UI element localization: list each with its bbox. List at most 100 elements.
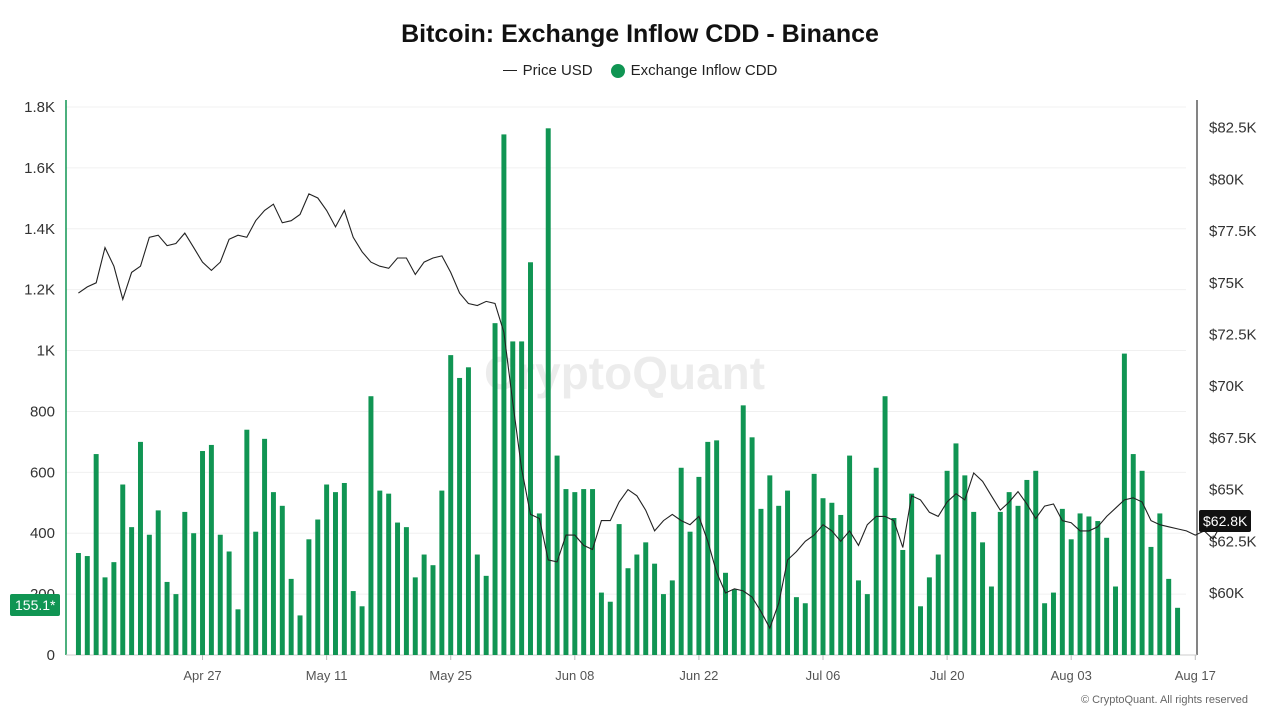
cdd-bar — [120, 484, 126, 655]
cdd-bar — [740, 405, 746, 655]
cdd-bar — [900, 549, 906, 655]
cdd-bar — [226, 551, 232, 655]
cdd-bar — [75, 553, 81, 655]
cdd-bar — [93, 454, 99, 655]
cdd-bar — [519, 341, 525, 655]
cdd-bar — [1130, 454, 1136, 655]
cdd-bar — [111, 562, 117, 655]
cdd-bar — [944, 470, 950, 655]
cdd-bar — [386, 493, 392, 655]
cdd-bar — [1006, 492, 1012, 655]
y-left-tick-label: 1.4K — [24, 221, 55, 238]
cdd-bar — [705, 441, 711, 655]
cdd-bar — [492, 323, 498, 655]
cdd-bar — [306, 539, 312, 655]
cdd-bar — [235, 609, 241, 655]
cdd-bar — [430, 565, 436, 655]
cdd-bar — [616, 524, 622, 655]
y-right-tick-label: $70K — [1209, 378, 1244, 395]
cdd-bar — [536, 513, 542, 655]
cdd-bar — [687, 531, 693, 655]
chart-title: Bitcoin: Exchange Inflow CDD - Binance — [401, 20, 879, 48]
cdd-bar — [359, 606, 365, 655]
x-tick-label: May 25 — [429, 668, 472, 683]
cdd-bar — [838, 514, 844, 655]
line-swatch-icon — [502, 70, 517, 71]
x-tick-label: Aug 17 — [1175, 668, 1216, 683]
cdd-bar — [820, 498, 826, 655]
cdd-bar — [678, 467, 684, 655]
cdd-bar — [350, 591, 356, 655]
cdd-bar — [1050, 592, 1056, 655]
y-right-tick-label: $60K — [1209, 585, 1244, 602]
copyright-footer: © CryptoQuant. All rights reserved — [1080, 694, 1248, 706]
cdd-bar — [581, 489, 587, 655]
cdd-bar — [767, 475, 773, 655]
legend-label-cdd: Exchange Inflow CDD — [630, 62, 778, 79]
cdd-bar — [962, 475, 968, 655]
cdd-bar — [598, 592, 604, 655]
cdd-bar — [324, 484, 330, 655]
cdd-bar — [474, 554, 480, 655]
y-left-tick-label: 0 — [47, 647, 55, 664]
cdd-bar — [457, 377, 463, 655]
y-right-tick-label: $67.5K — [1209, 430, 1257, 447]
cdd-bar — [971, 511, 977, 655]
y-right-tick-label: $65K — [1209, 482, 1244, 499]
x-tick-label: May 11 — [306, 668, 348, 683]
legend-label-price: Price USD — [522, 62, 593, 79]
dot-swatch-icon — [610, 63, 625, 78]
cdd-bar — [155, 510, 161, 655]
y-left-tick-label: 1.2K — [24, 282, 55, 299]
legend-item-price[interactable]: Price USD — [502, 62, 593, 79]
cdd-bar — [279, 505, 285, 655]
cdd-bar — [483, 575, 489, 655]
cdd-bar — [988, 586, 994, 655]
cdd-bar — [891, 518, 897, 655]
cdd-bar — [731, 589, 737, 655]
cdd-bar — [1095, 521, 1101, 655]
y-left-tick-label: 600 — [30, 464, 55, 481]
y-right-tick-label: $75K — [1209, 275, 1244, 292]
cdd-bar — [572, 492, 578, 655]
cdd-bar — [439, 490, 445, 655]
cdd-bar — [554, 455, 560, 655]
cdd-bar — [545, 128, 551, 656]
cdd-bar — [333, 492, 338, 655]
y-left-tick-label: 1.8K — [24, 99, 55, 116]
cdd-bar — [882, 396, 888, 655]
cdd-bar — [164, 581, 170, 655]
cdd-bar — [625, 568, 631, 655]
cdd-bar — [696, 476, 702, 655]
cdd-bar — [1113, 586, 1119, 655]
cdd-bar — [146, 534, 152, 655]
current-cdd-badge: 155.1* — [10, 594, 61, 616]
cdd-bar — [935, 554, 941, 655]
y-left-tick-label: 1K — [37, 343, 55, 360]
cdd-bar — [501, 134, 507, 655]
cdd-bar — [1175, 607, 1181, 655]
y-left-tick-label: 400 — [30, 525, 55, 542]
cdd-bar — [377, 490, 383, 655]
cdd-bar — [660, 594, 666, 655]
cdd-bar — [1024, 479, 1030, 655]
y-right-tick-label: $82.5K — [1209, 120, 1257, 137]
x-tick-label: Jul 20 — [930, 668, 965, 683]
y-right-tick-label: $80K — [1209, 171, 1244, 188]
cdd-bar — [829, 502, 835, 655]
cdd-bar — [341, 482, 347, 655]
cdd-bar — [749, 437, 755, 655]
cdd-bar — [315, 519, 321, 655]
cdd-bar — [368, 396, 374, 655]
cdd-bar — [1042, 603, 1048, 655]
cdd-bar — [785, 490, 791, 655]
cdd-bar — [563, 489, 569, 655]
legend-item-cdd[interactable]: Exchange Inflow CDD — [610, 62, 778, 79]
cdd-bar — [297, 615, 303, 655]
cdd-bar — [1148, 546, 1154, 655]
cdd-bar — [1121, 353, 1127, 655]
x-tick-label: Aug 03 — [1051, 668, 1092, 683]
cdd-bar — [909, 493, 915, 655]
y-right-tick-label: $62.5K — [1209, 533, 1257, 550]
